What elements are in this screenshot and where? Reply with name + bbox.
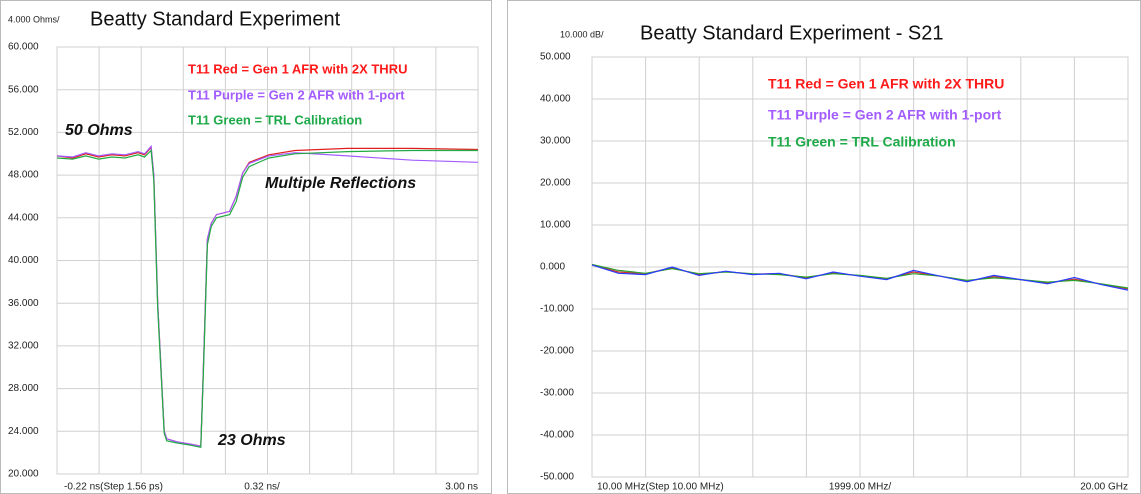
y-tick-label: 20.000 (540, 178, 571, 189)
y-tick-label: 36.000 (8, 298, 39, 309)
legend-note: T11 Purple = Gen 2 AFR with 1-port (768, 107, 1002, 123)
y-tick-label: 48.000 (8, 170, 39, 181)
y-tick-label: 52.000 (8, 127, 39, 138)
y-tick-label: 40.000 (8, 255, 39, 266)
x-axis-label: 3.00 ns (445, 482, 478, 493)
trace-line (591, 264, 1129, 291)
y-tick-label: 28.000 (8, 383, 39, 394)
x-axis-label: 0.32 ns/ (244, 482, 280, 493)
legend-note: T11 Green = TRL Calibration (768, 134, 956, 150)
y-tick-label: 24.000 (8, 426, 39, 437)
legend-note: T11 Red = Gen 1 AFR with 2X THRU (768, 76, 1004, 92)
legend-note: T11 Green = TRL Calibration (188, 112, 362, 127)
y-tick-label: 56.000 (8, 84, 39, 95)
x-axis-label: 10.00 MHz(Step 10.00 MHz) (597, 482, 724, 493)
legend-note: T11 Purple = Gen 2 AFR with 1-port (188, 87, 405, 102)
y-tick-label: 0.000 (540, 262, 565, 273)
x-axis-label: -0.22 ns(Step 1.56 ps) (64, 482, 163, 493)
y-tick-label: -30.000 (540, 388, 574, 399)
chart-title: Beatty Standard Experiment - S21 (640, 22, 944, 44)
y-tick-label: -10.000 (540, 304, 574, 315)
y-tick-label: 40.000 (540, 94, 571, 105)
y-tick-label: -40.000 (540, 430, 574, 441)
y-tick-label: -50.000 (540, 472, 574, 483)
legend-note: T11 Red = Gen 1 AFR with 2X THRU (188, 61, 407, 76)
annotation: Multiple Reflections (265, 175, 416, 192)
y-tick-label: 50.000 (540, 52, 571, 63)
annotation: 23 Ohms (217, 432, 286, 449)
trace-line (56, 144, 479, 447)
scale-label: 4.000 Ohms/ (8, 14, 60, 24)
y-tick-label: 10.000 (540, 220, 571, 231)
y-tick-label: 32.000 (8, 341, 39, 352)
annotation: 50 Ohms (65, 122, 133, 139)
trace-line (56, 149, 478, 449)
y-tick-label: -20.000 (540, 346, 574, 357)
x-axis-label: 20.00 GHz (1080, 482, 1128, 493)
chart-title: Beatty Standard Experiment (90, 8, 341, 30)
y-tick-label: 44.000 (8, 212, 39, 223)
y-tick-label: 30.000 (540, 136, 571, 147)
scale-label: 10.000 dB/ (560, 29, 604, 39)
x-axis-label: 1999.00 MHz/ (829, 482, 891, 493)
y-tick-label: 60.000 (8, 42, 39, 53)
y-tick-label: 20.000 (8, 469, 39, 480)
